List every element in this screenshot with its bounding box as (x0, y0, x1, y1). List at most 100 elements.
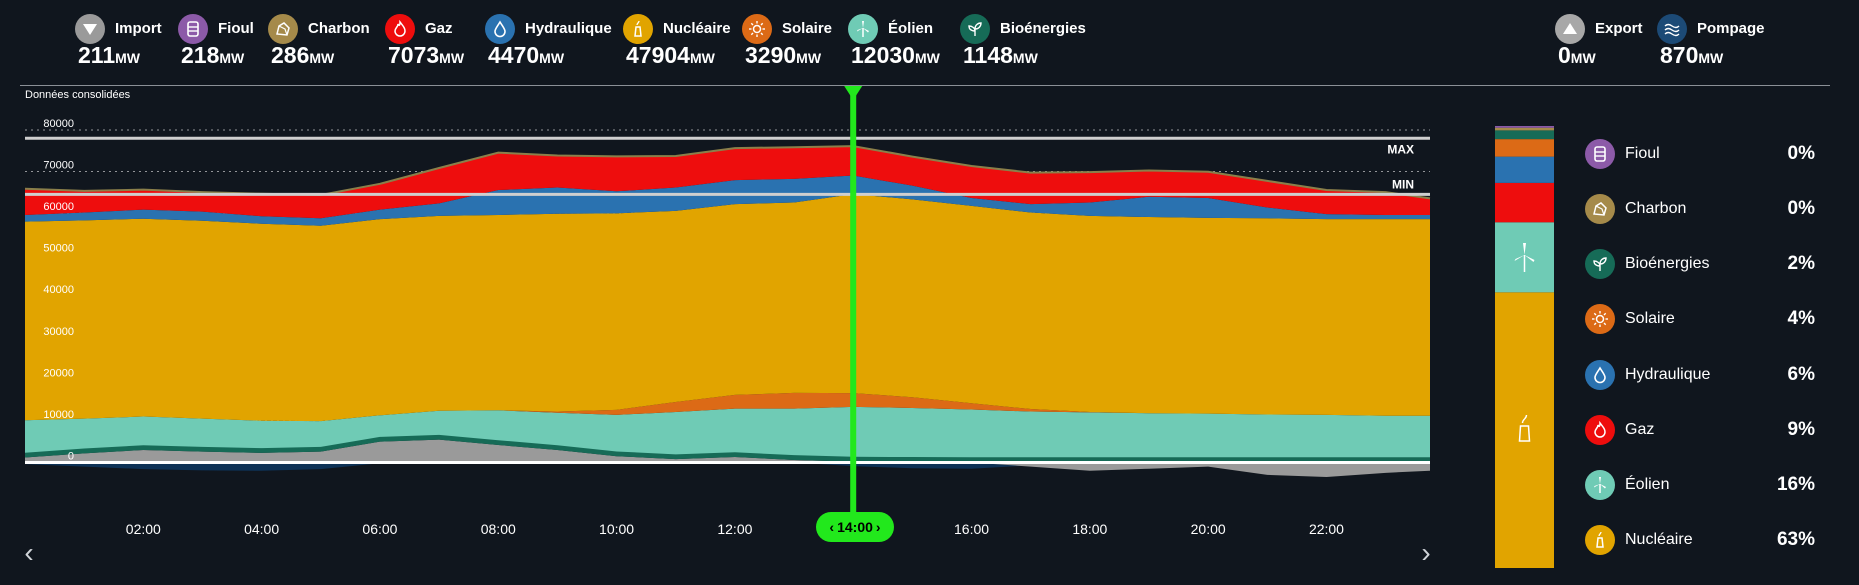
chevron-left-icon: ‹ (829, 519, 835, 535)
next-day-button[interactable]: › (1421, 537, 1431, 568)
y-tick-label: 50000 (43, 243, 74, 255)
tile-value: 1148 (963, 42, 1013, 68)
tile-label: Pompage (1697, 20, 1765, 37)
legend-item-éolien[interactable]: Éolien 16% (1585, 467, 1845, 501)
legend-label: Gaz (1625, 421, 1655, 438)
water-drop-icon (485, 14, 515, 44)
sun-icon (1585, 304, 1615, 334)
tile-unit: MW (1570, 50, 1596, 66)
tile-value: 47904 (626, 42, 690, 68)
legend-percent: 9% (1787, 419, 1815, 440)
time-cursor[interactable] (844, 86, 863, 512)
y-tick-label: 60000 (43, 201, 74, 213)
tile-unit: MW (115, 50, 140, 66)
legend-item-bioénergies[interactable]: Bioénergies 2% (1585, 246, 1845, 280)
area-gaz (25, 146, 1430, 219)
area-hydraulique (25, 175, 1430, 226)
x-tick-label: 08:00 (481, 521, 516, 537)
wind-turbine-icon (1585, 470, 1615, 500)
tile-unit: MW (796, 50, 822, 66)
legend-percent: 6% (1787, 364, 1815, 385)
export-arrow-icon (1555, 14, 1585, 44)
mix-segment-bioénergies (1495, 130, 1554, 140)
legend-percent: 63% (1776, 529, 1815, 550)
chevron-right-icon: › (875, 519, 881, 535)
leaf-icon (1585, 249, 1615, 279)
tile-label: Bioénergies (1000, 20, 1086, 37)
tile-value: 12030 (851, 42, 915, 68)
y-tick-label: 0 (68, 450, 74, 462)
legend-percent: 2% (1787, 253, 1815, 274)
tile-unit: MW (1012, 50, 1038, 66)
legend-label: Fioul (1625, 145, 1660, 162)
x-tick-label: 12:00 (717, 521, 752, 537)
legend-label: Solaire (1625, 310, 1675, 327)
tile-value: 286 (271, 42, 310, 68)
y-tick-label: 40000 (43, 284, 74, 296)
legend-item-hydraulique[interactable]: Hydraulique 6% (1585, 357, 1845, 391)
tile-unit: MW (914, 50, 940, 66)
reference-lines: MAX MIN (25, 136, 1430, 196)
legend-item-solaire[interactable]: Solaire 4% (1585, 301, 1845, 335)
x-tick-label: 10:00 (599, 521, 634, 537)
mix-segment-hydraulique (1495, 156, 1554, 183)
tile-unit: MW (539, 50, 565, 66)
tile-label: Export (1595, 20, 1643, 37)
oil-barrel-icon (1585, 139, 1615, 169)
y-tick-label: 70000 (43, 160, 74, 172)
tile-label: Gaz (425, 20, 453, 37)
area-éolien (25, 406, 1430, 458)
flame-icon (385, 14, 415, 44)
pumping-waves-icon (1657, 14, 1687, 44)
legend-percent: 16% (1776, 474, 1815, 495)
axis-ticks: 0 10000 20000 30000 40000 50000 60000 70000 8000… (43, 118, 1344, 537)
tile-unit: MW (309, 50, 335, 66)
water-drop-icon (1585, 360, 1615, 390)
tile-value: 0 (1558, 42, 1571, 68)
x-tick-label: 04:00 (244, 521, 279, 537)
x-tick-label: 06:00 (362, 521, 397, 537)
mix-segment-fioul (1495, 126, 1554, 128)
legend-percent: 0% (1787, 143, 1815, 164)
tile-unit: MW (1698, 50, 1724, 66)
time-cursor-handle[interactable]: ‹ 14:00 › (816, 512, 894, 542)
legend-item-nucléaire[interactable]: Nucléaire 63% (1585, 522, 1845, 556)
legend-percent: 0% (1787, 198, 1815, 219)
mix-segment-solaire (1495, 139, 1554, 157)
import-arrow-icon (75, 14, 105, 44)
x-tick-label: 20:00 (1191, 521, 1226, 537)
flame-icon (1585, 415, 1615, 445)
legend-item-fioul[interactable]: Fioul 0% (1585, 136, 1845, 170)
area-bioénergies (25, 434, 1430, 463)
selected-time-label: 14:00 (837, 519, 873, 535)
wind-turbine-blades-icon (1514, 243, 1535, 262)
y-tick-label: 80000 (43, 118, 74, 130)
stacked-areas (24, 145, 1431, 477)
tile-unit: MW (219, 50, 245, 66)
x-tick-label: 18:00 (1072, 521, 1107, 537)
tile-value: 7073 (388, 42, 440, 68)
cursor-top-arrow (844, 86, 863, 100)
sun-icon (742, 14, 772, 44)
tile-value: 218 (181, 42, 220, 68)
y-tick-label: 30000 (43, 326, 74, 338)
legend-item-charbon[interactable]: Charbon 0% (1585, 191, 1845, 225)
smoke-icon (1521, 414, 1528, 424)
tile-unit: MW (689, 50, 715, 66)
previous-day-button[interactable]: ‹ (24, 537, 34, 568)
wind-turbine-icon (848, 14, 878, 44)
ref-label-min: MIN (1392, 177, 1414, 191)
legend-item-gaz[interactable]: Gaz 9% (1585, 412, 1845, 446)
tile-label: Éolien (888, 20, 934, 37)
y-tick-label: 10000 (43, 409, 74, 421)
y-tick-label: 20000 (43, 367, 74, 379)
header-divider (20, 85, 1830, 86)
tile-value: 3290 (745, 42, 797, 68)
ref-label-max: MAX (1387, 142, 1414, 156)
nuclear-plant-icon (623, 14, 653, 44)
leaf-icon (960, 14, 990, 44)
x-tick-label: 16:00 (954, 521, 989, 537)
x-tick-label: 22:00 (1309, 521, 1344, 537)
